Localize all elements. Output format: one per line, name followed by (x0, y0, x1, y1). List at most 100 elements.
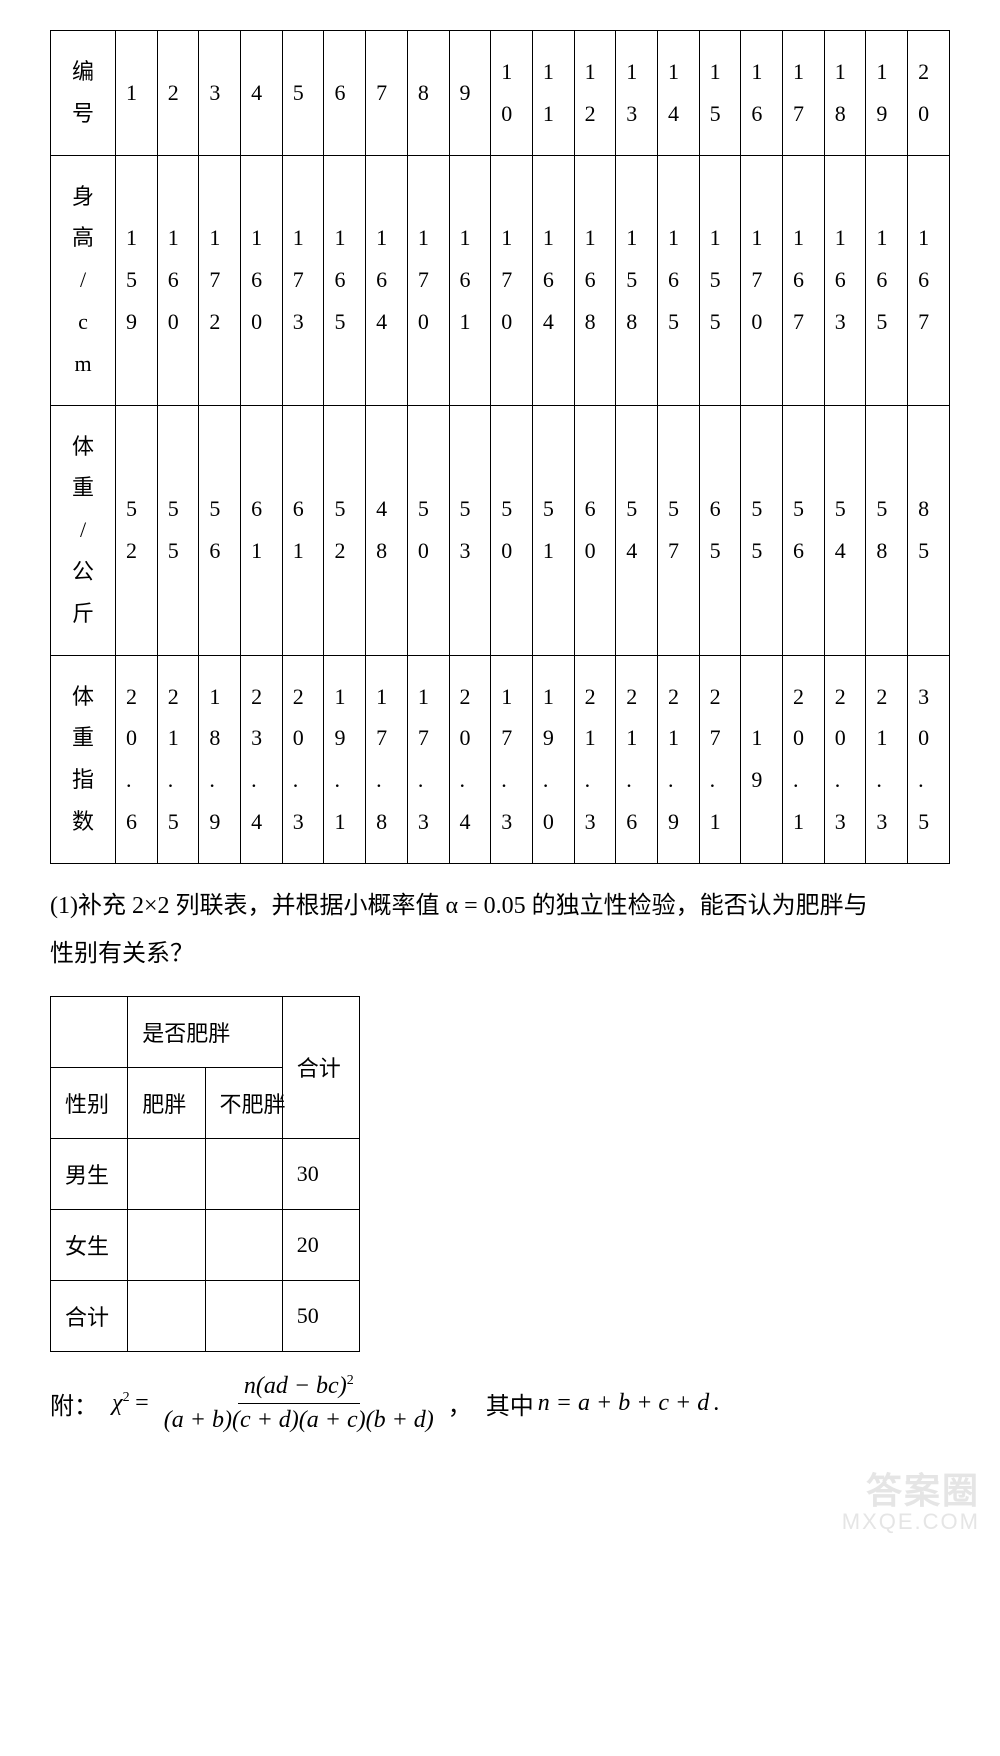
q-mid: 列联表，并根据小概率值 (176, 893, 440, 919)
contingency-table: 是否肥胖合计性别肥胖不肥胖 男生30女生20合计50 (50, 996, 360, 1352)
denominator: (a + b)(c + d)(a + c)(b + d) (158, 1404, 440, 1435)
data-cell: 167 (783, 155, 825, 405)
data-cell: 57 (657, 405, 699, 655)
data-cell: 167 (908, 155, 950, 405)
table-row: 身高/cm15916017216017316516417016117016416… (51, 155, 950, 405)
q-prefix: (1)补充 (50, 893, 126, 919)
blank-cell (51, 996, 128, 1067)
notfat-cell (205, 1280, 282, 1351)
data-cell: 165 (866, 155, 908, 405)
q-expr: 2×2 (132, 893, 170, 919)
data-cell: 19 (741, 655, 783, 863)
row-label: 男生 (51, 1138, 128, 1209)
data-cell: 21.3 (866, 655, 908, 863)
row-label: 合计 (51, 1280, 128, 1351)
gender-label: 性别 (51, 1067, 128, 1138)
table-row: 编号1234567891011121314151617181920 (51, 31, 950, 156)
data-cell: 20.6 (116, 655, 158, 863)
data-cell: 6 (324, 31, 366, 156)
data-cell: 20.1 (783, 655, 825, 863)
data-cell: 17.3 (491, 655, 533, 863)
data-cell: 21.3 (574, 655, 616, 863)
data-cell: 54 (824, 405, 866, 655)
notfat-cell (205, 1209, 282, 1280)
data-cell: 58 (866, 405, 908, 655)
total-cell: 30 (282, 1138, 359, 1209)
table-row: 体重/公斤52555661615248505350516054576555565… (51, 405, 950, 655)
period: . (713, 1390, 719, 1417)
row-label: 体重/公斤 (51, 405, 116, 655)
fraction: n(ad − bc)2 (a + b)(c + d)(a + c)(b + d) (158, 1372, 440, 1435)
fat-label: 肥胖 (128, 1067, 205, 1138)
data-cell: 30.5 (908, 655, 950, 863)
data-cell: 52 (116, 405, 158, 655)
data-cell: 18.9 (199, 655, 241, 863)
data-cell: 65 (699, 405, 741, 655)
data-cell: 7 (366, 31, 408, 156)
data-cell: 155 (699, 155, 741, 405)
data-cell: 8 (407, 31, 449, 156)
data-cell: 19.1 (324, 655, 366, 863)
data-cell: 61 (282, 405, 324, 655)
watermark: 答案圈 MXQE.COM (842, 1471, 980, 1535)
data-cell: 85 (908, 405, 950, 655)
data-cell: 52 (324, 405, 366, 655)
total-cell: 20 (282, 1209, 359, 1280)
data-cell: 172 (199, 155, 241, 405)
fat-cell (128, 1138, 205, 1209)
data-cell: 164 (532, 155, 574, 405)
page-root: 编号1234567891011121314151617181920身高/cm15… (0, 0, 1000, 1554)
data-cell: 20.3 (824, 655, 866, 863)
data-cell: 61 (241, 405, 283, 655)
data-cell: 54 (616, 405, 658, 655)
data-cell: 23.4 (241, 655, 283, 863)
row-label: 编号 (51, 31, 116, 156)
data-cell: 50 (407, 405, 449, 655)
comma: ， (448, 1386, 472, 1421)
row-label: 女生 (51, 1209, 128, 1280)
data-cell: 170 (741, 155, 783, 405)
watermark-line1: 答案圈 (842, 1471, 980, 1511)
data-cell: 165 (324, 155, 366, 405)
data-cell: 56 (783, 405, 825, 655)
data-cell: 55 (157, 405, 199, 655)
watermark-line2: MXQE.COM (842, 1510, 980, 1534)
data-cell: 12 (574, 31, 616, 156)
data-cell: 158 (616, 155, 658, 405)
formula-line: 附： χ2 = n(ad − bc)2 (a + b)(c + d)(a + c… (50, 1372, 950, 1435)
data-cell: 21.5 (157, 655, 199, 863)
chi-symbol: χ2 (112, 1390, 130, 1417)
data-cell: 3 (199, 31, 241, 156)
table-row: 体重指数20.621.518.923.420.319.117.817.320.4… (51, 655, 950, 863)
data-cell: 10 (491, 31, 533, 156)
table-row: 女生 20 (51, 1209, 360, 1280)
table-row: 合计 50 (51, 1280, 360, 1351)
data-cell: 17.8 (366, 655, 408, 863)
data-cell: 20.4 (449, 655, 491, 863)
total-header: 合计 (282, 996, 359, 1138)
row-label: 体重指数 (51, 655, 116, 863)
measurements-table: 编号1234567891011121314151617181920身高/cm15… (50, 30, 950, 864)
data-cell: 16 (741, 31, 783, 156)
data-cell: 19.0 (532, 655, 574, 863)
data-cell: 165 (657, 155, 699, 405)
where-text: 其中 (486, 1386, 534, 1421)
notfat-cell (205, 1138, 282, 1209)
data-cell: 161 (449, 155, 491, 405)
data-cell: 170 (491, 155, 533, 405)
data-cell: 21.6 (616, 655, 658, 863)
data-cell: 20.3 (282, 655, 324, 863)
q-line2: 性别有关系？ (50, 941, 194, 967)
data-cell: 55 (741, 405, 783, 655)
data-cell: 50 (491, 405, 533, 655)
data-cell: 48 (366, 405, 408, 655)
data-cell: 2 (157, 31, 199, 156)
data-cell: 164 (366, 155, 408, 405)
data-cell: 160 (241, 155, 283, 405)
total-cell: 50 (282, 1280, 359, 1351)
data-cell: 160 (157, 155, 199, 405)
data-cell: 53 (449, 405, 491, 655)
data-cell: 15 (699, 31, 741, 156)
data-cell: 18 (824, 31, 866, 156)
fat-cell (128, 1209, 205, 1280)
